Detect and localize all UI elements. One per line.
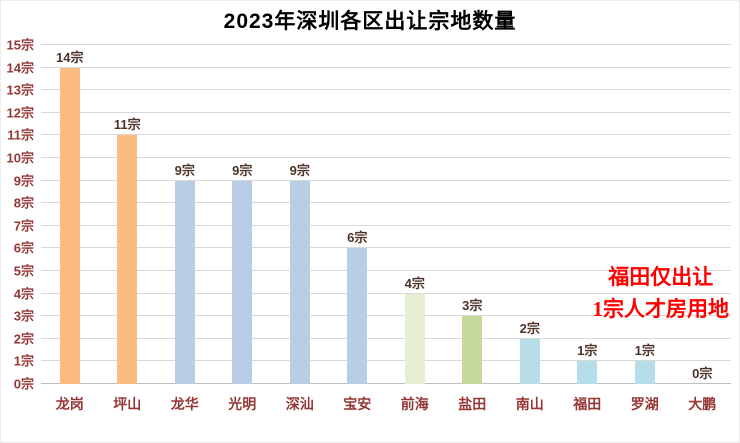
bar-value-label: 0宗 xyxy=(692,366,713,381)
bar-slot: 4宗 xyxy=(386,45,444,384)
bar-宝安 xyxy=(347,248,368,384)
bar-slot: 11宗 xyxy=(99,45,157,384)
plot-area: 14宗 11宗 9宗 9宗 9宗 6宗 4宗 3宗 2宗 1宗 1宗 0宗 福田仅出让 1宗人才房用地 xyxy=(41,44,731,384)
y-tick-label: 0宗 xyxy=(13,376,34,392)
bar-南山 xyxy=(519,338,540,384)
y-tick-label: 4宗 xyxy=(13,286,34,302)
y-tick-label: 2宗 xyxy=(13,331,34,347)
x-tick-label: 光明 xyxy=(228,396,257,412)
y-tick-label: 10宗 xyxy=(6,150,34,166)
bar-value-label: 1宗 xyxy=(577,343,598,359)
gridline xyxy=(41,202,731,204)
gridline xyxy=(41,66,731,68)
gridline xyxy=(41,134,731,136)
bar-slot: 9宗 xyxy=(214,45,272,384)
gridline xyxy=(41,360,731,362)
gridlines xyxy=(41,44,731,384)
y-tick-label: 12宗 xyxy=(6,105,34,121)
bar-value-label: 3宗 xyxy=(462,298,483,314)
bar-value-label: 9宗 xyxy=(174,162,195,178)
annotation: 福田仅出让 1宗人才房用地 xyxy=(593,261,730,326)
y-tick-label: 11宗 xyxy=(7,127,34,143)
y-axis: 0宗 1宗 2宗 3宗 4宗 5宗 6宗 7宗 8宗 9宗 10宗 11宗 12宗 13宗 14宗 15宗 xyxy=(1,39,37,391)
bar-value-label: 1宗 xyxy=(634,343,655,359)
y-tick-label: 6宗 xyxy=(13,240,34,256)
y-tick-label: 8宗 xyxy=(13,195,34,211)
y-tick-label: 7宗 xyxy=(13,218,34,234)
x-tick-label: 龙华 xyxy=(170,396,199,412)
gridline xyxy=(41,270,731,271)
bar-slot: 1宗 xyxy=(559,45,617,384)
x-tick-label: 南山 xyxy=(515,396,544,412)
bar-value-label: 14宗 xyxy=(56,49,84,65)
bar-value-label: 11宗 xyxy=(113,117,141,133)
bar-坪山 xyxy=(117,135,138,384)
bar-slot: 9宗 xyxy=(156,45,214,384)
bar-slot: 0宗 xyxy=(674,45,732,384)
bar-value-label: 9宗 xyxy=(232,162,253,178)
y-tick-label: 13宗 xyxy=(6,82,34,98)
x-tick-label: 罗湖 xyxy=(630,396,659,412)
y-tick-label: 9宗 xyxy=(13,173,34,189)
gridline xyxy=(41,337,731,339)
gridline xyxy=(41,111,731,113)
x-tick-label: 宝安 xyxy=(343,396,372,412)
x-tick-label: 大鹏 xyxy=(688,396,717,412)
y-tick-label: 3宗 xyxy=(13,308,34,324)
bars: 14宗 11宗 9宗 9宗 9宗 6宗 4宗 3宗 2宗 1宗 1宗 0宗 xyxy=(41,45,731,384)
annotation-line-2: 1宗人才房用地 xyxy=(592,297,730,322)
gridline xyxy=(41,157,731,158)
y-tick-label: 5宗 xyxy=(13,263,34,279)
bar-盐田 xyxy=(462,316,483,384)
bar-深汕 xyxy=(289,180,310,384)
bar-光明 xyxy=(232,180,253,384)
gridline xyxy=(41,383,731,384)
gridline xyxy=(41,44,731,45)
bar-slot: 14宗 xyxy=(41,45,99,384)
gridline xyxy=(41,247,731,249)
y-tick-label: 14宗 xyxy=(6,60,34,76)
bar-slot: 9宗 xyxy=(271,45,329,384)
x-axis: 龙岗 坪山 龙华 光明 深汕 宝安 前海 盐田 南山 福田 罗湖 大鹏 xyxy=(41,394,731,416)
x-tick-label: 龙岗 xyxy=(55,396,84,412)
bar-value-label: 4宗 xyxy=(404,275,425,291)
gridline xyxy=(41,89,731,91)
x-tick-label: 福田 xyxy=(573,396,602,412)
bar-龙华 xyxy=(174,180,195,384)
gridline xyxy=(41,315,731,317)
bar-value-label: 6宗 xyxy=(347,230,368,246)
bar-福田 xyxy=(577,361,598,384)
y-tick-label: 1宗 xyxy=(13,353,34,369)
bar-slot: 6宗 xyxy=(329,45,387,384)
gridline xyxy=(41,179,731,181)
bar-value-label: 2宗 xyxy=(519,320,540,336)
bar-slot: 2宗 xyxy=(501,45,559,384)
x-tick-label: 盐田 xyxy=(458,396,487,412)
gridline xyxy=(41,292,731,294)
bar-slot: 1宗 xyxy=(616,45,674,384)
bar-slot: 3宗 xyxy=(444,45,502,384)
x-tick-label: 前海 xyxy=(400,396,429,412)
bar-前海 xyxy=(404,293,425,384)
y-tick-label: 15宗 xyxy=(6,37,34,53)
x-tick-label: 深汕 xyxy=(285,396,314,412)
bar-罗湖 xyxy=(634,361,655,384)
gridline xyxy=(41,224,731,226)
x-tick-label: 坪山 xyxy=(113,396,142,412)
chart-title: 2023年深圳各区出让宗地数量 xyxy=(223,10,517,33)
bar-value-label: 9宗 xyxy=(289,162,310,178)
bar-龙岗 xyxy=(59,67,80,384)
annotation-line-1: 福田仅出让 xyxy=(608,264,714,289)
